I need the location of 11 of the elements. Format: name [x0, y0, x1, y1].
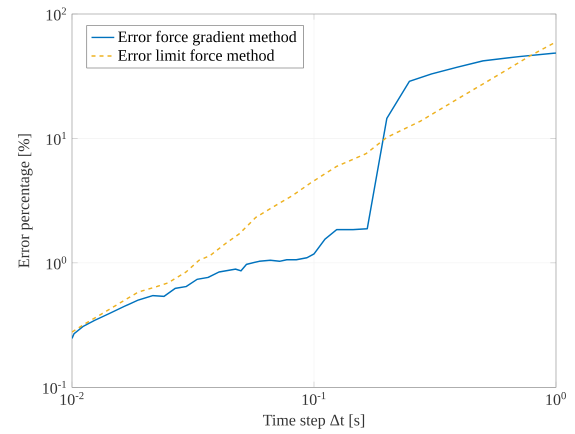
x-axis-title: Time step Δt [s] [262, 414, 364, 429]
x-tick-label: 10$^{0}$ [546, 392, 566, 406]
y-tick-label: 10$^{1}$ [46, 132, 66, 145]
y-tick-label: 10$^{0}$ [46, 256, 66, 270]
x-tick-label: 10$^{-1}$ [302, 392, 326, 406]
y-axis-title: Error percentage [%] [18, 134, 33, 268]
x-tick-label: 10$^{-2}$ [60, 392, 84, 406]
y-tick-label: 10$^{2}$ [46, 7, 66, 20]
legend-label: Error limit force method [118, 49, 274, 61]
legend-label: Error force gradient method [118, 30, 297, 46]
y-tick-label: 10$^{-1}$ [43, 380, 66, 394]
